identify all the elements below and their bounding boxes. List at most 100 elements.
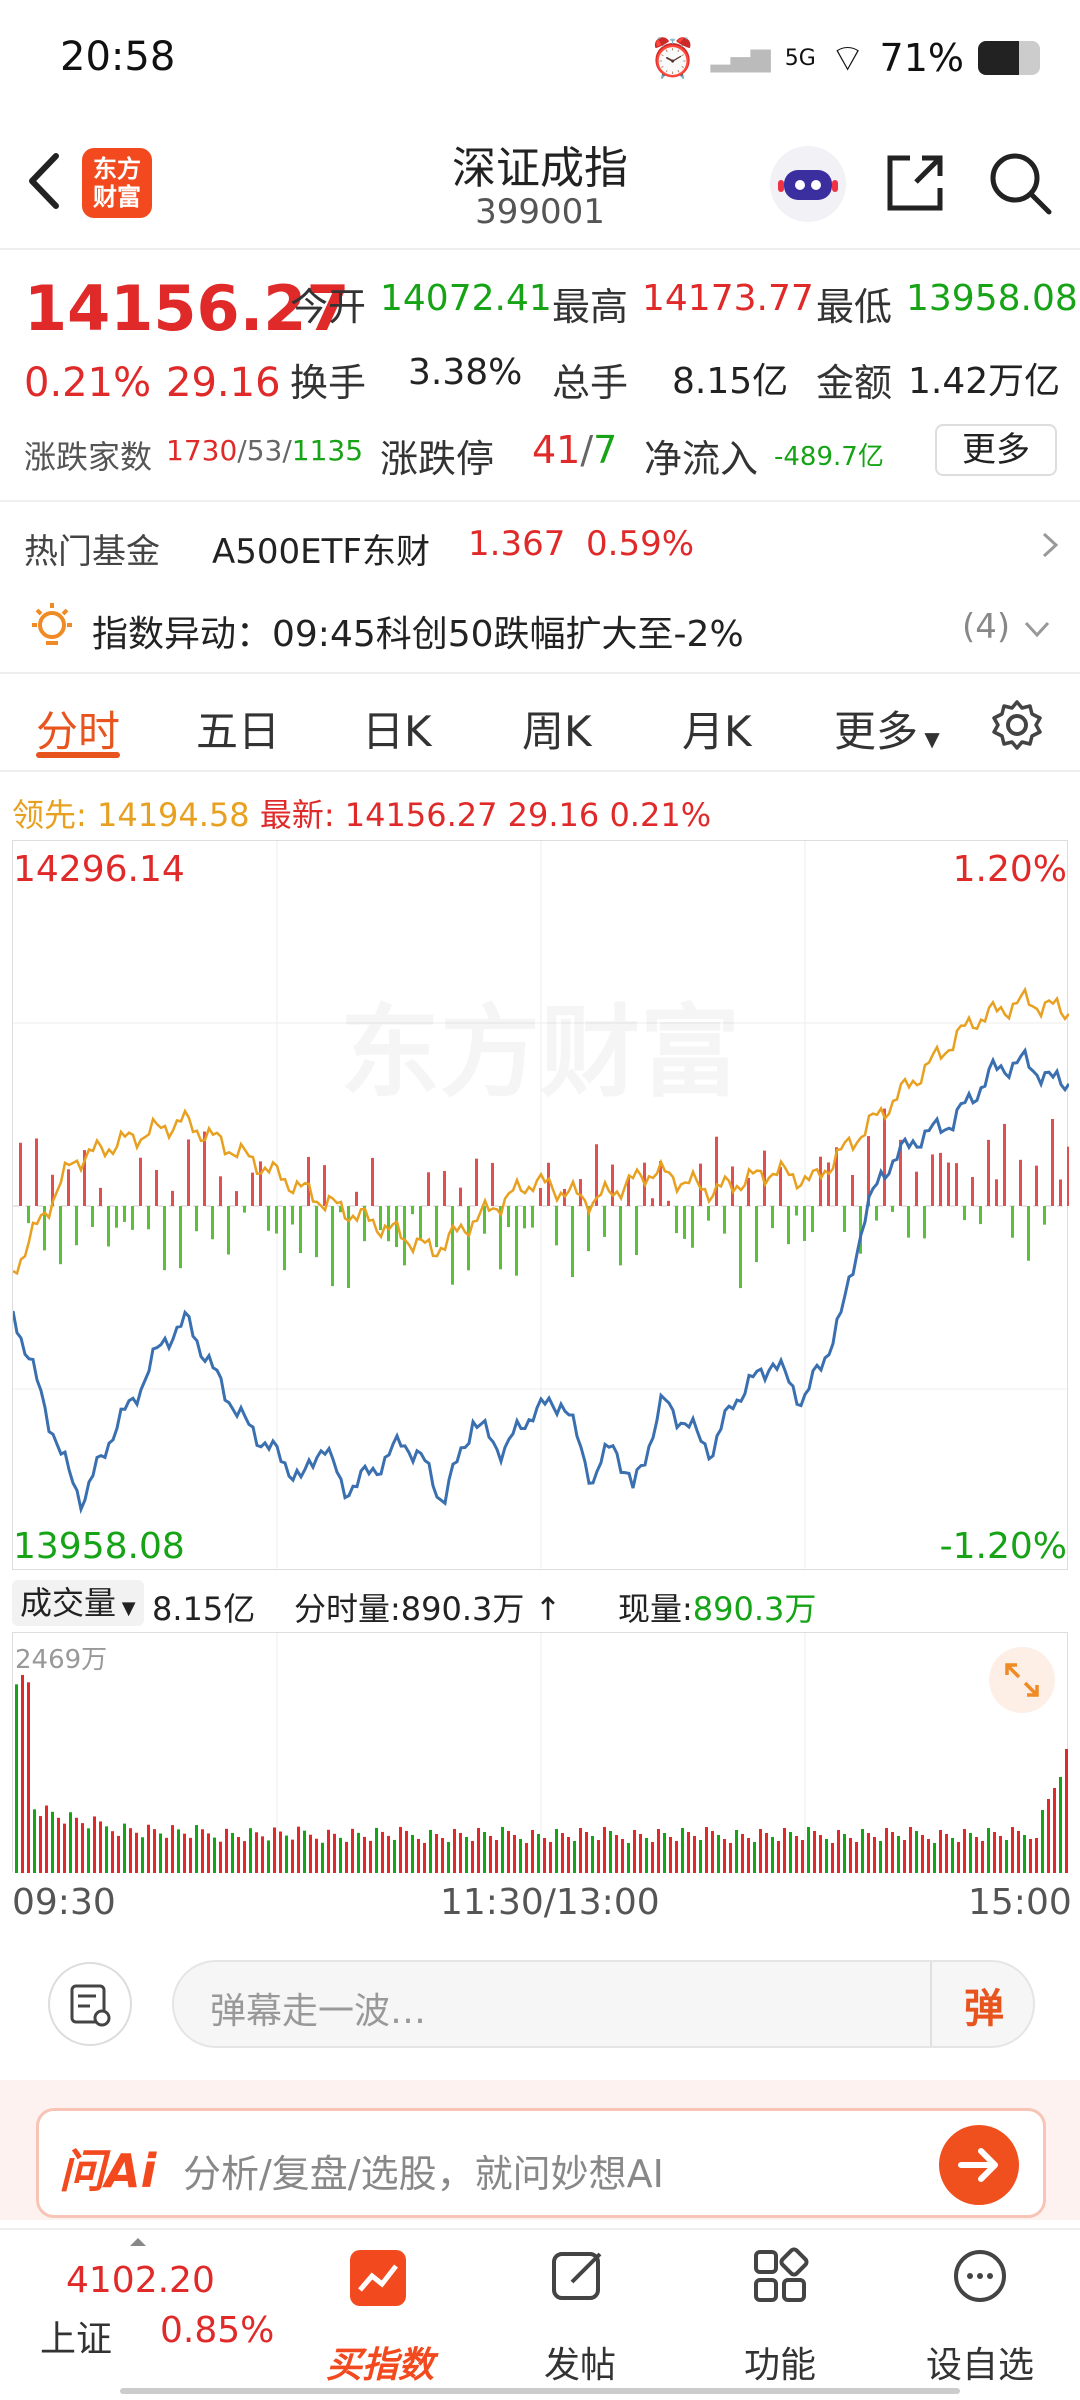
volume-bar [405, 1830, 408, 1873]
page-title: 深证成指 [452, 143, 628, 194]
volume-bar [315, 1838, 318, 1873]
tab-monthly-k[interactable]: 月K [682, 707, 752, 756]
flow-bar [947, 1162, 950, 1206]
flow-bar [371, 1157, 374, 1206]
flow-bar [283, 1206, 286, 1271]
flow-bar [451, 1206, 454, 1285]
caret-up-icon [130, 2238, 146, 2246]
ai-search-box[interactable]: 问Ai 分析/复盘/选股，就问妙想AI [36, 2108, 1046, 2218]
index-alert-row[interactable]: 指数异动：09:45科创50跌幅扩大至-2% (4) [0, 585, 1080, 665]
volume-bar [867, 1833, 870, 1873]
more-details-button[interactable]: 更多 [935, 424, 1057, 476]
nav-buy-index-label: 买指数 [325, 2345, 434, 2386]
flow-bar [179, 1206, 182, 1269]
volume-bar [441, 1837, 444, 1873]
back-button[interactable] [22, 148, 72, 214]
volume-bar [705, 1826, 708, 1873]
network-label: 5G [784, 45, 816, 71]
intraday-chart[interactable]: 东方财富 14296.14 1.20% 13958.08 -1.20% [12, 840, 1069, 1571]
volume-bar [27, 1682, 30, 1873]
netflow-value: -489.7亿 [774, 442, 884, 472]
flow-bar [883, 1108, 886, 1206]
flow-bar [19, 1142, 22, 1206]
flow-bar [419, 1206, 422, 1241]
volume-chart[interactable]: 2469万 [12, 1632, 1068, 1873]
nav-functions-label: 功能 [743, 2345, 816, 2386]
nav-index-ticker[interactable]: 4102.20 上证 0.85% [0, 2230, 300, 2390]
top-pct-label: 1.20% [952, 849, 1067, 890]
tab-more[interactable]: 更多 ▼ [834, 698, 940, 759]
high-label: 最高 [552, 285, 629, 329]
volume-bar [1023, 1835, 1026, 1873]
volume-bar [117, 1835, 120, 1873]
open-value: 14072.41 [380, 278, 552, 319]
status-icons: ⏰ ▂▄▆ 5G ︎⌔ 71% [649, 34, 1040, 82]
danmu-input[interactable]: 弹幕走一波… 弹 [172, 1960, 1035, 2048]
tab-five-day[interactable]: 五日 [196, 707, 281, 756]
volume-bar [765, 1832, 768, 1873]
back-arrow-icon [29, 153, 59, 209]
flow-bar [1019, 1159, 1022, 1206]
low-label: 最低 [816, 285, 893, 329]
volume-bar [549, 1841, 552, 1873]
flow-bar [499, 1206, 502, 1270]
volume-bar [909, 1827, 912, 1873]
flow-bar [139, 1157, 142, 1206]
flow-bar [603, 1206, 606, 1237]
tab-intraday[interactable]: 分时 [36, 707, 121, 756]
volume-bar [531, 1829, 534, 1873]
volume-chart-svg [15, 1633, 1068, 1873]
volume-bar [135, 1832, 138, 1873]
volume-selector[interactable]: 成交量 ▼ [12, 1580, 144, 1626]
volume-bar [795, 1835, 798, 1873]
limit-up-count: 41 [532, 428, 581, 472]
search-button[interactable] [985, 148, 1055, 218]
settings-gear-icon[interactable] [990, 698, 1044, 752]
flow-bar [307, 1156, 310, 1206]
flow-bar [171, 1190, 174, 1206]
tab-weekly-k[interactable]: 周K [522, 707, 592, 756]
volume-bar [927, 1839, 930, 1873]
volume-bar [213, 1837, 216, 1873]
flow-bar [971, 1177, 974, 1206]
watermark: 东方财富 [13, 971, 1067, 1116]
share-button[interactable] [880, 148, 950, 218]
nav-post[interactable]: 发帖 [500, 2230, 660, 2390]
nav-buy-index[interactable]: 买指数 [300, 2230, 460, 2390]
expand-button[interactable] [989, 1647, 1055, 1713]
volume-bar [81, 1823, 84, 1873]
volume-bar [1041, 1810, 1044, 1873]
hot-fund-row[interactable]: 热门基金 A500ETF东财 1.367 0.59% [0, 500, 1080, 580]
volume-bar [465, 1836, 468, 1873]
volume-bar [45, 1805, 48, 1873]
nav-functions[interactable]: 功能 [700, 2230, 860, 2390]
volume-bar [813, 1831, 816, 1873]
change-amount: 29.16 [166, 360, 281, 406]
volume-bar [687, 1831, 690, 1873]
volume-bar [957, 1842, 960, 1873]
ai-submit-button[interactable] [939, 2125, 1019, 2205]
flow-bar [475, 1158, 478, 1206]
volume-bar [435, 1833, 438, 1873]
flow-bar [363, 1206, 366, 1242]
flow-bar [75, 1206, 78, 1246]
tab-daily-k[interactable]: 日K [362, 707, 432, 756]
volume-bar [663, 1832, 666, 1873]
comment-list-button[interactable] [48, 1962, 132, 2046]
volume-bar [183, 1833, 186, 1873]
volume-bar [279, 1831, 282, 1873]
time-axis-mid: 11:30/13:00 [440, 1882, 660, 1923]
volume-bar [609, 1830, 612, 1873]
danmu-toggle-button[interactable]: 弹 [964, 1986, 1004, 2032]
open-label: 今开 [290, 285, 367, 329]
nav-add-watchlist[interactable]: 设自选 [900, 2230, 1060, 2390]
battery-text: 71% [879, 36, 964, 80]
limit-values: 41/7 [532, 428, 617, 472]
flow-bar [35, 1138, 38, 1206]
ai-robot-icon[interactable] [770, 146, 846, 222]
flow-bar [299, 1206, 302, 1254]
volume-bar [735, 1829, 738, 1873]
flow-bar [427, 1172, 430, 1206]
ticker-pct: 0.85% [160, 2310, 275, 2351]
arrow-right-icon [958, 2148, 998, 2182]
